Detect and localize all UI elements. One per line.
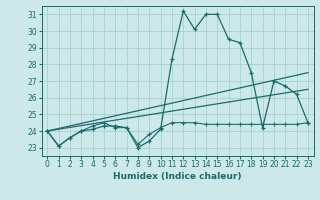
X-axis label: Humidex (Indice chaleur): Humidex (Indice chaleur): [113, 172, 242, 181]
